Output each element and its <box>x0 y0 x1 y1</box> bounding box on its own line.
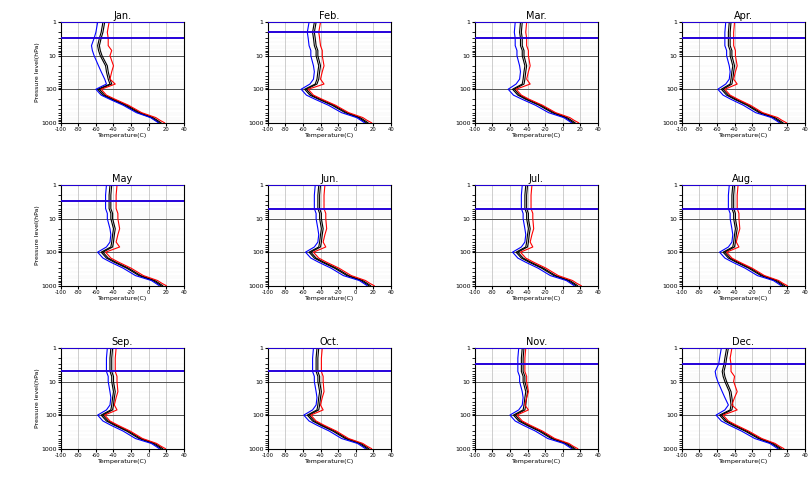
Title: Mar.: Mar. <box>526 11 547 21</box>
Title: May: May <box>112 175 133 184</box>
Title: Aug.: Aug. <box>732 175 754 184</box>
Y-axis label: Pressure level(hPa): Pressure level(hPa) <box>35 42 40 103</box>
X-axis label: Temperature(C): Temperature(C) <box>305 296 354 301</box>
X-axis label: Temperature(C): Temperature(C) <box>512 296 561 301</box>
Title: Jul.: Jul. <box>529 175 544 184</box>
Title: Sep.: Sep. <box>112 337 133 347</box>
Title: Jun.: Jun. <box>320 175 338 184</box>
X-axis label: Temperature(C): Temperature(C) <box>718 459 768 464</box>
X-axis label: Temperature(C): Temperature(C) <box>305 133 354 139</box>
Y-axis label: Pressure level(hPa): Pressure level(hPa) <box>35 368 40 428</box>
X-axis label: Temperature(C): Temperature(C) <box>98 459 147 464</box>
Title: Jan.: Jan. <box>113 11 131 21</box>
Title: Nov.: Nov. <box>526 337 547 347</box>
X-axis label: Temperature(C): Temperature(C) <box>512 459 561 464</box>
X-axis label: Temperature(C): Temperature(C) <box>98 133 147 139</box>
Title: Dec.: Dec. <box>732 337 754 347</box>
X-axis label: Temperature(C): Temperature(C) <box>98 296 147 301</box>
Title: Feb.: Feb. <box>319 11 340 21</box>
X-axis label: Temperature(C): Temperature(C) <box>512 133 561 139</box>
X-axis label: Temperature(C): Temperature(C) <box>718 296 768 301</box>
Title: Oct.: Oct. <box>320 337 339 347</box>
X-axis label: Temperature(C): Temperature(C) <box>718 133 768 139</box>
Title: Apr.: Apr. <box>734 11 753 21</box>
Y-axis label: Pressure level(hPa): Pressure level(hPa) <box>35 206 40 265</box>
X-axis label: Temperature(C): Temperature(C) <box>305 459 354 464</box>
